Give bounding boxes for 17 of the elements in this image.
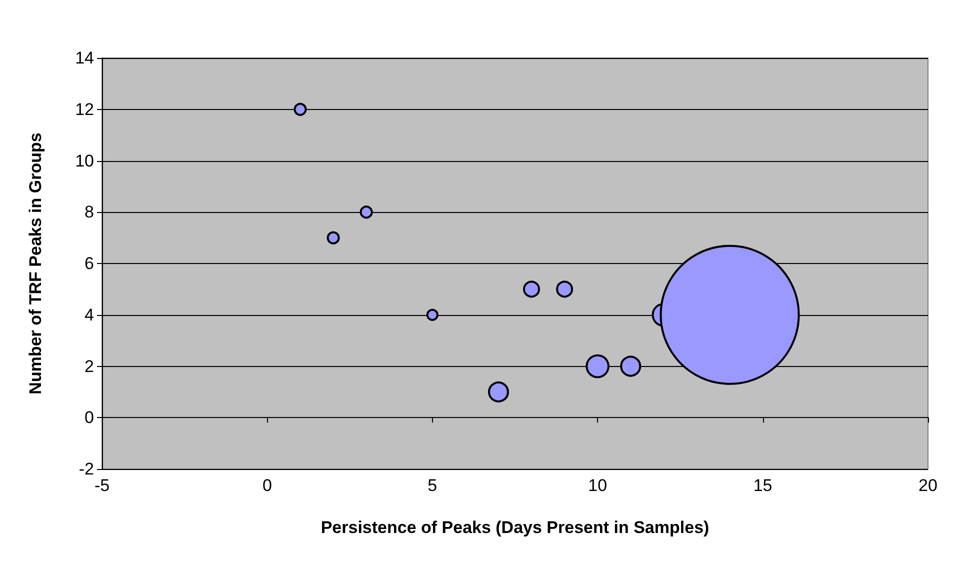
y-tick-label: 14 <box>75 48 94 68</box>
x-tick-label: -5 <box>94 476 110 495</box>
y-tick-label: -2 <box>78 460 94 478</box>
y-tick-label: 10 <box>75 151 94 170</box>
y-tick-label: 12 <box>75 100 94 119</box>
y-tick-label: 2 <box>84 356 94 376</box>
x-tick-label: 0 <box>262 476 272 495</box>
y-tick-label: 6 <box>84 254 94 273</box>
y-tick-label: 8 <box>84 202 94 222</box>
y-tick-label: 4 <box>84 305 94 324</box>
x-tick-label: 15 <box>753 476 772 495</box>
y-tick-label: 0 <box>84 408 94 428</box>
x-tick-label: 5 <box>428 476 438 495</box>
x-axis-title: Persistence of Peaks (Days Present in Samples) <box>320 518 710 537</box>
x-tick-label: 10 <box>588 476 608 495</box>
x-tick-label: 20 <box>918 476 938 495</box>
y-axis-title: Number of TRF Peaks in Groups <box>26 132 45 394</box>
